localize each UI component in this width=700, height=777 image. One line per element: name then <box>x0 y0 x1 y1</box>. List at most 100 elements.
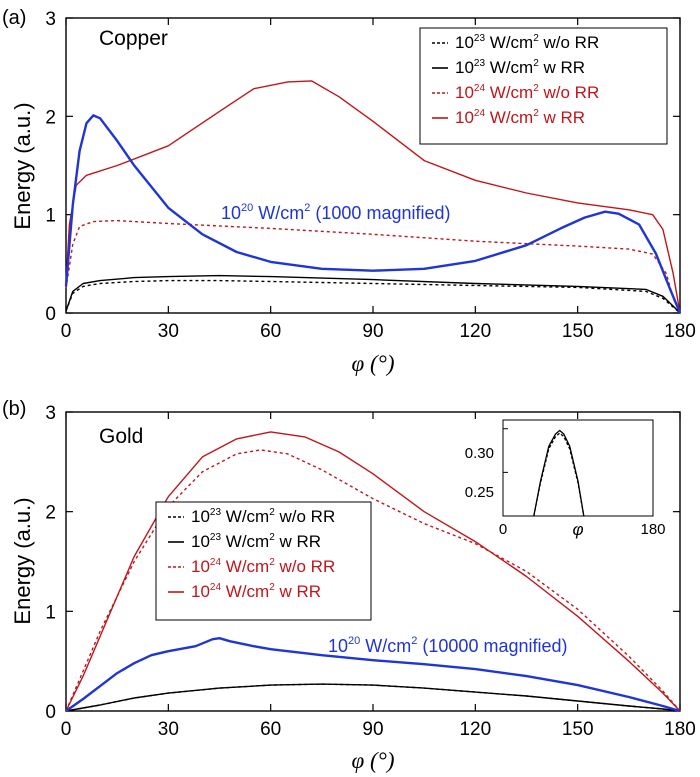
legend-label-part: W/cm <box>221 532 269 551</box>
legend-label-part: 10 <box>191 507 210 526</box>
legend-label-part: W/cm <box>221 582 269 601</box>
panel-a-annotation-exp: 20 <box>241 202 253 214</box>
legend-label-part: 24 <box>474 108 486 119</box>
inset-ytick-label: 0.25 <box>465 484 494 501</box>
legend-label-part: 23 <box>474 58 486 69</box>
legend-label-part: W/cm <box>221 557 269 576</box>
legend-label-part: 2 <box>269 557 275 568</box>
y-tick-label: 2 <box>45 503 56 524</box>
y-tick-label: 1 <box>45 206 56 227</box>
panel-b-series <box>65 431 681 713</box>
panel-a-blue-annotation: 1020 W/cm2 (1000 magnified) <box>221 202 451 223</box>
y-tick-label: 3 <box>45 9 56 30</box>
x-tick-label: 150 <box>562 321 594 342</box>
legend-label: 1024 W/cm2 w RR <box>191 582 321 601</box>
x-tick-label: 0 <box>61 321 72 342</box>
inset-series-line-10e23-w-per-cme2-w-per-o-rr <box>533 432 585 517</box>
panel-a-material-label: Copper <box>99 27 168 50</box>
legend-label: 1023 W/cm2 w RR <box>191 532 321 551</box>
legend-label-part: 10 <box>191 557 210 576</box>
panel-b-inset: 0.30 0.25 0 180 φ <box>465 419 666 539</box>
inset-ytick-label: 0.30 <box>465 445 494 462</box>
legend-label-part: 2 <box>269 507 275 518</box>
legend-label-part: 24 <box>210 557 222 568</box>
panel-a-label: (a) <box>2 7 26 29</box>
legend-label-part: 10 <box>455 108 474 127</box>
inset-xtick-label: 180 <box>640 521 665 538</box>
x-tick-label: 60 <box>260 321 281 342</box>
legend-label: 1024 W/cm2 w/o RR <box>455 83 599 102</box>
legend-label-part: 10 <box>191 582 210 601</box>
series-line-10e23-w-per-cme2-w-rr <box>65 274 681 314</box>
x-tick-label: 180 <box>664 321 696 342</box>
inset-xlabel: φ <box>572 520 583 539</box>
panel-a-xlabel: φ (°) <box>352 351 395 376</box>
legend-label-part: 10 <box>455 83 474 102</box>
legend-label: 1023 W/cm2 w/o RR <box>455 33 599 52</box>
series-line-10e24-w-per-cme2-w-per-o-rr <box>65 219 681 314</box>
x-tick-label: 60 <box>260 719 281 740</box>
legend-label-part: 10 <box>455 33 474 52</box>
x-tick-label: 120 <box>459 321 491 342</box>
x-tick-label: 120 <box>459 719 491 740</box>
legend-label-part: 24 <box>210 582 222 593</box>
y-tick-label: 3 <box>45 403 56 424</box>
x-tick-label: 30 <box>158 719 179 740</box>
legend-label-part: 2 <box>533 108 539 119</box>
series-line-10e23-w-per-cme2-w-rr <box>65 683 681 712</box>
legend-label-part: 23 <box>474 33 486 44</box>
panel-b-annotation-tail: (10000 magnified) <box>417 636 567 656</box>
legend-label-part: W/cm <box>485 33 533 52</box>
legend-label: 1023 W/cm2 w RR <box>455 58 585 77</box>
series-line-10e24-w-per-cme2-w-rr <box>65 431 681 712</box>
legend-label: 1024 W/cm2 w/o RR <box>191 557 335 576</box>
legend-label-part: w/o RR <box>275 557 335 576</box>
legend-label-part: w/o RR <box>539 83 599 102</box>
legend-label-part: 23 <box>210 507 222 518</box>
legend-label-part: W/cm <box>485 108 533 127</box>
legend-label-part: 23 <box>210 532 222 543</box>
series-line-10e23-w-per-cme2-w-per-o-rr <box>65 279 681 314</box>
legend-label-part: W/cm <box>485 83 533 102</box>
legend-label-part: 2 <box>533 83 539 94</box>
x-tick-label: 30 <box>158 321 179 342</box>
panel-b-blue-annotation: 1020 W/cm2 (10000 magnified) <box>328 635 568 656</box>
legend-label-part: w RR <box>539 58 585 77</box>
panel-a-ylabel: Energy (a.u.) <box>10 102 35 229</box>
legend-label-part: 2 <box>533 58 539 69</box>
series-line-10e20-w-per-cme2-1000-magnified <box>64 114 682 314</box>
y-tick-label: 0 <box>45 304 56 325</box>
x-tick-label: 180 <box>664 719 696 740</box>
x-tick-label: 90 <box>362 321 383 342</box>
legend-label-part: 2 <box>533 33 539 44</box>
panel-b-annotation-unit: W/cm <box>360 636 411 656</box>
inset-frame <box>502 419 654 517</box>
legend-label-part: w/o RR <box>539 33 599 52</box>
panel-b-material-label: Gold <box>99 425 143 448</box>
series-line-10e20-w-per-cme2-10000-magnified <box>65 637 681 713</box>
panel-b-annotation-base: 10 <box>328 636 348 656</box>
y-tick-label: 0 <box>45 702 56 723</box>
x-tick-label: 150 <box>562 719 594 740</box>
y-tick-label: 2 <box>45 107 56 128</box>
panel-b-legend-box <box>155 501 372 621</box>
panel-a-annotation-tail: (1000 magnified) <box>310 203 450 223</box>
inset-contents <box>503 428 585 517</box>
legend-label-part: 10 <box>191 532 210 551</box>
panel-a-annotation-sq: 2 <box>304 202 310 214</box>
legend-label: 1023 W/cm2 w/o RR <box>191 507 335 526</box>
legend-label-part: 2 <box>269 532 275 543</box>
legend-label-part: w RR <box>275 532 321 551</box>
panel-a-annotation-unit: W/cm <box>253 203 304 223</box>
x-tick-label: 0 <box>61 719 72 740</box>
series-line-10e24-w-per-cme2-w-rr <box>65 80 681 314</box>
legend-label-part: w RR <box>275 582 321 601</box>
legend-label-part: 24 <box>474 83 486 94</box>
